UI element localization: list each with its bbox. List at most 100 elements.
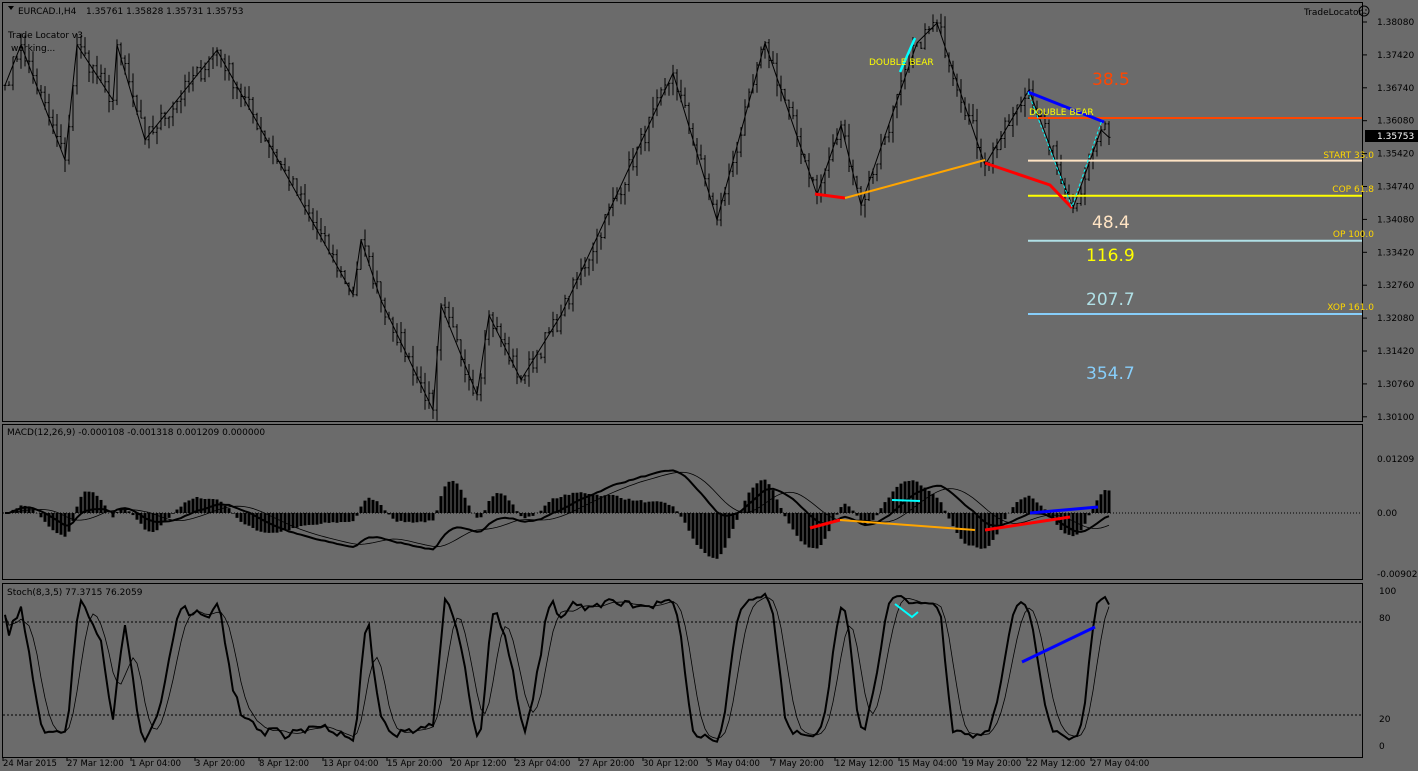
price-bar <box>455 324 459 343</box>
price-bar <box>403 328 407 363</box>
time-tick-label: 27 May 04:00 <box>1091 759 1149 769</box>
price-bar <box>1107 121 1111 146</box>
price-bar <box>975 108 979 159</box>
target-label: 354.7 <box>1086 364 1135 384</box>
time-tick-label: 24 Mar 2015 <box>3 759 57 769</box>
price-bar <box>523 374 527 385</box>
price-bar <box>231 62 235 100</box>
price-bar <box>847 123 851 172</box>
price-bar <box>787 99 791 120</box>
price-bar <box>731 150 735 177</box>
price-bar <box>887 124 891 143</box>
macd-panel[interactable] <box>3 469 1362 559</box>
pattern-leg <box>898 37 917 73</box>
pattern-triangle <box>1027 91 1103 209</box>
price-bar <box>447 301 451 328</box>
time-tick-label: 7 May 20:00 <box>771 759 824 769</box>
price-bar <box>483 329 487 385</box>
stoch-divergence <box>894 603 919 619</box>
macd-divergence <box>891 499 921 502</box>
target-label: 207.7 <box>1086 290 1135 310</box>
price-tick-label: 1.37420 <box>1377 51 1414 61</box>
price-bar <box>451 307 455 328</box>
price-bar <box>503 332 507 356</box>
target-label: 116.9 <box>1086 246 1135 266</box>
time-axis[interactable]: 24 Mar 2015 27 Mar 12:00 1 Apr 04:00 3 Apr … <box>2 757 1149 769</box>
price-bar <box>999 130 1003 151</box>
price-bar <box>43 86 47 110</box>
stoch-main-line <box>4 592 1110 744</box>
price-bar <box>311 208 315 231</box>
price-bar <box>399 322 403 353</box>
price-bar <box>1023 87 1027 117</box>
price-bar <box>1011 106 1015 138</box>
price-tick-label: 1.33420 <box>1377 248 1414 258</box>
price-bar <box>755 61 759 93</box>
price-bar <box>479 373 483 402</box>
price-bar <box>267 137 271 159</box>
time-tick-label: 30 Apr 12:00 <box>643 759 698 769</box>
price-tick-label: 1.34740 <box>1377 183 1414 193</box>
price-bar <box>127 53 131 86</box>
price-bar <box>159 104 163 131</box>
current-price: 1.35753 <box>1377 132 1414 142</box>
price-bar <box>531 351 535 373</box>
price-bar <box>131 73 135 108</box>
price-bar <box>223 53 227 81</box>
ohlc-readout: 1.35761 1.35828 1.35731 1.35753 <box>86 7 243 17</box>
indicator-name: Trade Locator v3 <box>7 31 83 41</box>
price-bar <box>659 87 663 106</box>
price-chart[interactable] <box>3 13 1363 421</box>
pattern-label: DOUBLE BEAR <box>869 58 934 68</box>
time-tick-label: 8 Apr 12:00 <box>259 759 309 769</box>
price-bar <box>603 214 607 239</box>
price-bar <box>307 199 311 222</box>
price-bar <box>303 184 307 215</box>
macd-main-line <box>4 469 1110 551</box>
time-tick-label: 22 May 12:00 <box>1027 759 1085 769</box>
price-bar <box>507 336 511 365</box>
price-bar <box>243 86 247 107</box>
level-label-xop: XOP 161.0 <box>1327 303 1374 313</box>
price-bar <box>543 332 547 364</box>
dropdown-arrow-icon[interactable] <box>8 6 14 10</box>
time-tick-label: 27 Mar 12:00 <box>67 759 124 769</box>
price-bar <box>191 66 195 92</box>
price-bar <box>299 186 303 201</box>
current-price-box <box>1365 130 1418 142</box>
price-bar <box>23 35 27 67</box>
price-bar <box>323 226 327 246</box>
time-tick-label: 15 Apr 20:00 <box>387 759 442 769</box>
price-bar <box>75 33 79 95</box>
level-label-start: START 33.0 <box>1323 151 1374 161</box>
brand-label: TradeLocator <box>1303 8 1363 18</box>
price-bar <box>1031 80 1035 114</box>
stoch-signal-line <box>4 597 1110 739</box>
macd-divergence <box>1029 505 1099 515</box>
price-bar <box>175 99 179 114</box>
price-bar <box>95 55 99 85</box>
price-tick-label: 1.30760 <box>1377 380 1414 390</box>
stoch-label: Stoch(8,3,5) 77.3715 76.2059 <box>7 588 143 598</box>
price-bar <box>791 101 795 120</box>
price-bar <box>315 210 319 240</box>
price-bar <box>923 23 927 50</box>
price-bar <box>775 53 779 97</box>
pattern-leg <box>844 159 986 199</box>
price-bar <box>499 323 503 348</box>
price-bar <box>7 81 11 86</box>
price-axis[interactable]: 1.38080 1.37420 1.36740 1.36080 1.35420 1.347… <box>1363 18 1414 423</box>
symbol-label: EURCAD.I,H4 <box>18 7 77 17</box>
pattern-label: DOUBLE BEAR <box>1029 108 1094 118</box>
target-label: 38.5 <box>1092 70 1130 90</box>
time-tick-label: 5 May 04:00 <box>707 759 760 769</box>
stoch-panel[interactable] <box>3 592 1362 744</box>
price-bar <box>643 125 647 152</box>
price-tick-label: 1.32760 <box>1377 281 1414 291</box>
macd-signal-line <box>4 471 1110 548</box>
time-tick-label: 3 Apr 20:00 <box>195 759 245 769</box>
price-bar <box>167 116 171 129</box>
price-bar <box>439 303 443 361</box>
price-bar <box>347 282 351 296</box>
